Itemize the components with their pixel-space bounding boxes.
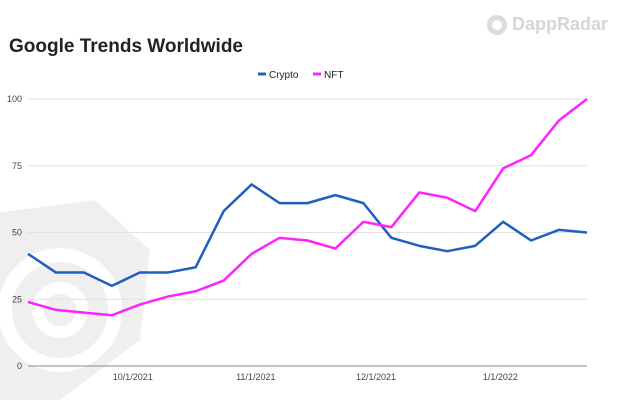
- dappradar-logo: DappRadar: [486, 14, 608, 35]
- dappradar-logo-icon: [486, 14, 507, 35]
- x-tick-label: 12/1/2021: [356, 372, 396, 382]
- legend-label-nft: NFT: [324, 70, 343, 81]
- y-tick-label: 50: [12, 228, 22, 238]
- legend-label-crypto: Crypto: [269, 70, 299, 81]
- y-tick-label: 75: [12, 161, 22, 171]
- y-tick-label: 100: [7, 94, 22, 104]
- x-tick-label: 1/1/2022: [483, 372, 518, 382]
- x-tick-label: 11/1/2021: [236, 372, 275, 382]
- x-tick-label: 10/1/2021: [113, 372, 153, 382]
- y-tick-label: 25: [12, 294, 22, 304]
- y-tick-label: 0: [17, 361, 22, 371]
- watermark-icon: [0, 200, 150, 400]
- logo-text: DappRadar: [511, 14, 608, 34]
- chart-title: Google Trends Worldwide: [9, 36, 244, 57]
